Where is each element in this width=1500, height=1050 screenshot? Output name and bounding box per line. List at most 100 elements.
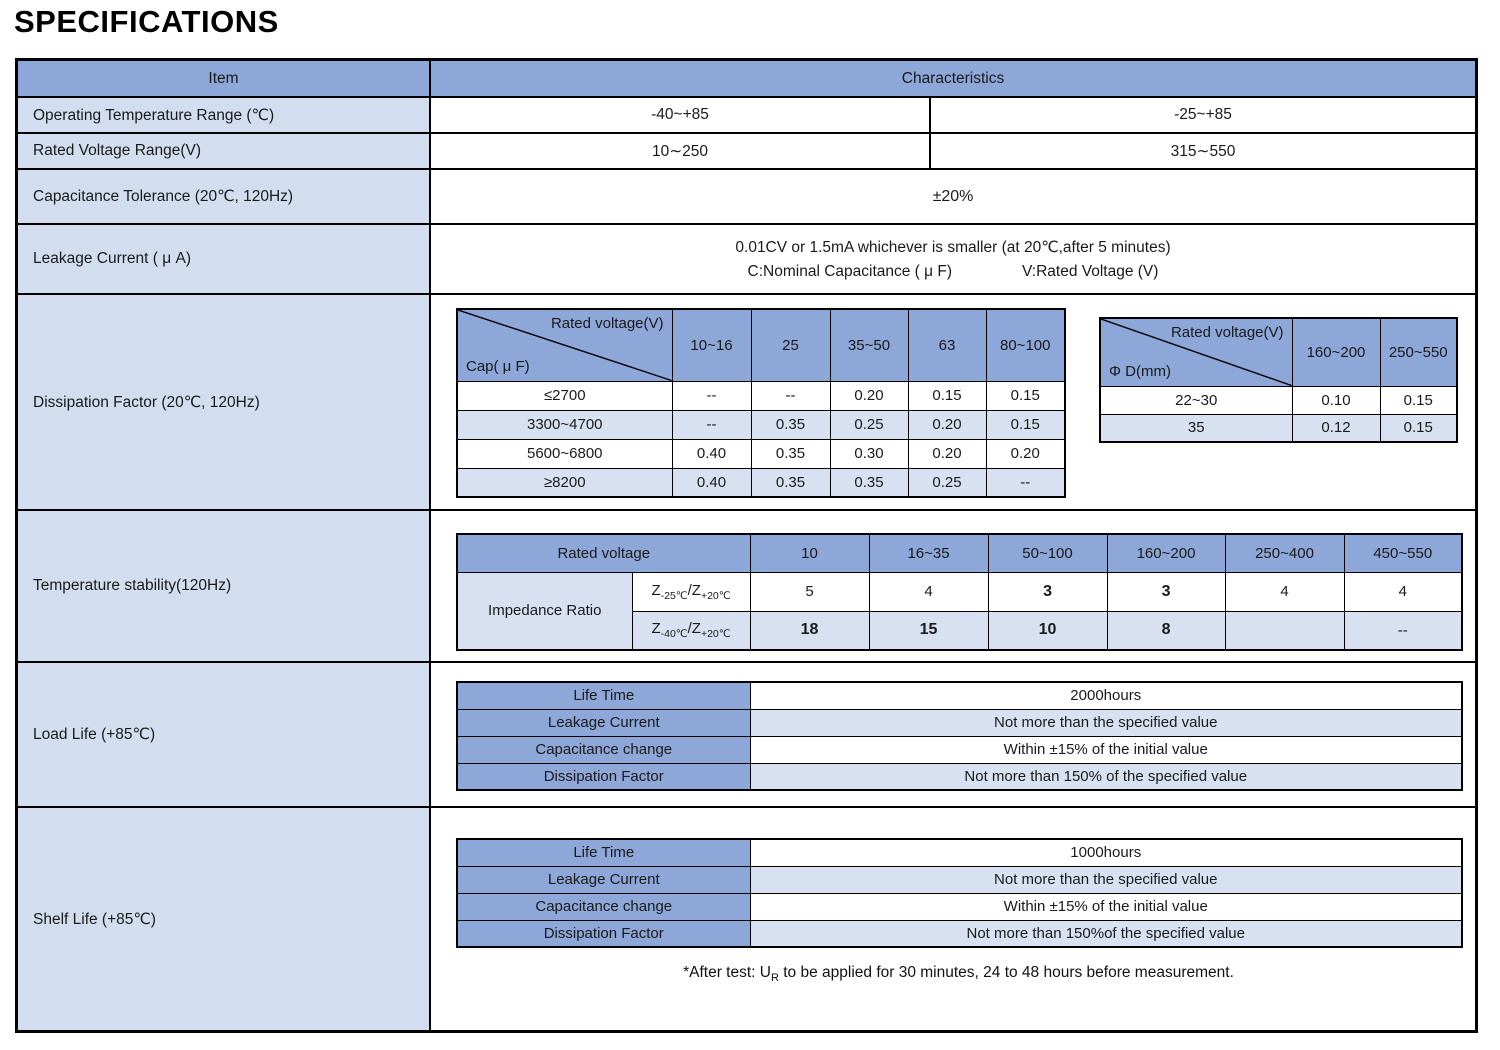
diagonal-header-cell: Rated voltage(V) Φ D(mm): [1099, 317, 1293, 387]
item-column-header: Item: [18, 61, 431, 96]
criterion-label: Leakage Current: [456, 708, 751, 737]
nested-header-row: Rated voltage(V) Cap( μ F) 10~16 25 35~50 63 8…: [456, 308, 1066, 382]
operating-range-low-voltage: -40~+85: [431, 98, 931, 132]
value-cell: 0.10: [1291, 385, 1381, 415]
footnote-subscript: R: [770, 972, 779, 985]
value-text: 4: [1280, 583, 1289, 600]
row-label: Shelf Life (+85℃): [18, 808, 431, 1030]
diag-bottom-label: Φ D(mm): [1109, 362, 1171, 380]
value-cell: 0.25: [829, 409, 909, 440]
table-row: Life Time 1000hours: [456, 838, 1463, 867]
row-label: ≥8200: [456, 467, 673, 498]
temperature-stability-table-area: Rated voltage 10 16~35 50~100 160~200 250~400…: [431, 511, 1475, 661]
z-prefix: Z: [651, 620, 661, 638]
characteristics-column-header: Characteristics: [431, 61, 1475, 96]
diag-top-label: Rated voltage(V): [550, 315, 664, 332]
criterion-label: Dissipation Factor: [456, 762, 751, 791]
criterion-label: Dissipation Factor: [456, 919, 751, 948]
voltage-range-high: 315∼550: [1170, 142, 1236, 160]
value-cell: 0.20: [907, 438, 987, 469]
value-text: --: [1397, 621, 1408, 639]
criterion-value: Not more than the specified value: [749, 865, 1463, 894]
diag-bottom-label: Cap( μ F): [466, 357, 530, 375]
value-text: 3: [1043, 582, 1052, 600]
column-header: 10~16: [671, 308, 752, 382]
load-life-table: Life Time 2000hours Leakage Current Not mor…: [456, 681, 1463, 791]
value-cell: 0.35: [750, 409, 831, 440]
value-cell: 0.20: [829, 380, 909, 411]
diag-top-label: Rated voltage(V): [1170, 324, 1284, 341]
criterion-value: 2000hours: [749, 681, 1463, 710]
footnote-post: to be applied for 30 minutes, 24 to 48 h…: [778, 964, 1234, 981]
value-cell: 0.15: [985, 409, 1066, 440]
column-header: 35~50: [829, 308, 909, 382]
table-row: 5600~6800 0.40 0.35 0.30 0.20 0.20: [456, 438, 1066, 469]
load-life-table-area: Life Time 2000hours Leakage Current Not mor…: [431, 663, 1475, 806]
z-subscript: +20℃: [700, 628, 731, 641]
row-operating-temperature: Operating Temperature Range (℃) -40~+85 …: [18, 98, 1475, 134]
column-header: 80~100: [985, 308, 1066, 382]
criterion-label: Leakage Current: [456, 865, 751, 894]
value-cell: 18: [749, 610, 870, 651]
table-row: 3300~4700 -- 0.35 0.25 0.20 0.15: [456, 409, 1066, 440]
row-label: Leakage Current ( μ A): [18, 225, 431, 293]
value-cell: 0.35: [750, 438, 831, 469]
value-cell: --: [750, 380, 831, 411]
row-value: 10∼250 315∼550: [431, 134, 1475, 168]
footnote-pre: *After test: U: [683, 964, 771, 981]
column-header: 63: [907, 308, 987, 382]
dissipation-by-diameter-table: Rated voltage(V) Φ D(mm) 160~200 250~550 22~…: [1099, 317, 1458, 443]
value-text: 10: [1038, 621, 1057, 639]
value-cell: 8: [1106, 610, 1226, 651]
value-cell: 15: [868, 610, 989, 651]
table-row: Z-40℃/Z+20℃ 18 15 10 8 --: [457, 610, 1463, 651]
z-subscript: -25℃: [660, 589, 688, 602]
value-cell: [1224, 610, 1345, 651]
criterion-label: Capacitance change: [456, 735, 751, 764]
value-cell: --: [671, 409, 752, 440]
operating-range-high-voltage: -25~+85: [1174, 106, 1232, 123]
value-cell: 5: [749, 571, 870, 612]
value-text: 4: [924, 583, 933, 600]
z-mid: /Z: [687, 620, 701, 638]
column-header: 160~200: [1106, 533, 1226, 573]
value-cell: --: [1343, 610, 1463, 651]
shelf-life-table-area: Life Time 1000hours Leakage Current Not mor…: [431, 808, 1475, 1030]
row-value: -40~+85 -25~+85: [431, 98, 1475, 132]
z-mid: /Z: [687, 581, 701, 599]
z-prefix: Z: [651, 581, 661, 599]
row-label: Temperature stability(120Hz): [18, 511, 431, 661]
criterion-value: Within ±15% of the initial value: [749, 735, 1463, 764]
table-row: Capacitance change Within ±15% of the ini…: [456, 735, 1463, 764]
column-header: 160~200: [1291, 317, 1381, 387]
value-cell: --: [671, 380, 752, 411]
specifications-table: Item Characteristics Operating Temperatu…: [15, 58, 1478, 1033]
value-cell: --: [985, 467, 1066, 498]
value-cell: 0.12: [1291, 413, 1381, 443]
row-value: 0.01CV or 1.5mA whichever is smaller (at…: [431, 225, 1475, 293]
column-header: 10: [749, 533, 870, 573]
row-value: ±20%: [431, 170, 1475, 223]
value-cell: 0.20: [907, 409, 987, 440]
value-cell: 0.15: [1379, 413, 1458, 443]
table-row: Leakage Current Not more than the specifi…: [456, 708, 1463, 737]
nested-header-row: Rated voltage(V) Φ D(mm) 160~200 250~550: [1099, 317, 1458, 387]
column-header: 16~35: [868, 533, 989, 573]
criterion-value: 1000hours: [749, 838, 1463, 867]
criterion-value: Not more than 150%of the specified value: [749, 919, 1463, 948]
column-header: 250~550: [1379, 317, 1458, 387]
voltage-range-low: 10∼250: [431, 134, 931, 168]
row-label: Operating Temperature Range (℃): [18, 98, 431, 132]
column-header: 50~100: [987, 533, 1108, 573]
row-rated-voltage-range: Rated Voltage Range(V) 10∼250 315∼550: [18, 134, 1475, 170]
value-text: 4: [1398, 583, 1407, 600]
table-header-row: Item Characteristics: [18, 61, 1475, 98]
column-header: 250~400: [1224, 533, 1345, 573]
row-dissipation-factor: Dissipation Factor (20℃, 120Hz) Rated vo…: [18, 295, 1475, 511]
after-test-footnote: *After test: UR to be applied for 30 min…: [456, 964, 1461, 984]
row-temperature-stability: Temperature stability(120Hz) Rated volta…: [18, 511, 1475, 663]
value-cell: 0.15: [985, 380, 1066, 411]
column-header: 450~550: [1343, 533, 1463, 573]
z-subscript: +20℃: [700, 589, 731, 602]
